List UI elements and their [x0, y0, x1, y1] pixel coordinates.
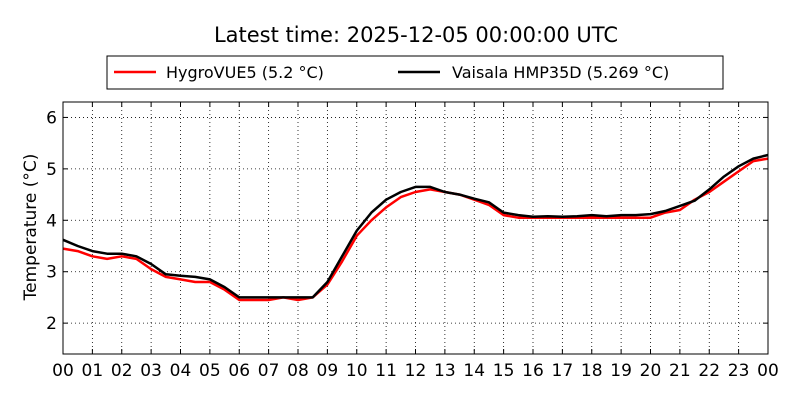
series-line-vaisala	[62, 153, 769, 299]
y-tick-label: 3	[46, 263, 57, 283]
y-tick-label: 6	[46, 108, 57, 128]
legend-label-hygrovue5: HygroVUE5 (5.2 °C)	[166, 63, 324, 82]
grid	[63, 102, 768, 354]
x-tick-label: 11	[375, 361, 397, 381]
x-tick-label: 18	[581, 361, 603, 381]
plot-area	[62, 101, 769, 355]
legend: HygroVUE5 (5.2 °C) Vaisala HMP35D (5.269…	[106, 55, 724, 90]
y-tick-label: 2	[46, 314, 57, 334]
x-tick-label: 04	[170, 361, 192, 381]
x-tick-label: 00	[757, 361, 779, 381]
x-tick-label: 20	[640, 361, 662, 381]
y-axis-label: Temperature (°C)	[21, 154, 41, 302]
x-tick-label: 09	[317, 361, 339, 381]
x-tick-label: 00	[52, 361, 74, 381]
chart-title: Latest time: 2025-12-05 00:00:00 UTC	[214, 23, 618, 47]
x-tick-label: 06	[228, 361, 250, 381]
x-tick-label: 01	[82, 361, 104, 381]
y-axis-ticks: 2 3 4 5 6	[46, 108, 768, 334]
x-tick-label: 16	[522, 361, 544, 381]
x-tick-label: 03	[140, 361, 162, 381]
x-tick-label: 23	[728, 361, 750, 381]
series-lines	[62, 153, 769, 302]
x-tick-label: 12	[405, 361, 427, 381]
x-tick-label: 19	[610, 361, 632, 381]
x-tick-label: 13	[434, 361, 456, 381]
x-tick-label: 10	[346, 361, 368, 381]
x-tick-label: 17	[552, 361, 574, 381]
x-tick-label: 08	[287, 361, 309, 381]
x-tick-label: 15	[493, 361, 515, 381]
x-tick-label: 02	[111, 361, 133, 381]
legend-label-vaisala: Vaisala HMP35D (5.269 °C)	[452, 63, 669, 82]
series-line-hygrovue5	[62, 157, 769, 302]
y-tick-label: 5	[46, 160, 57, 180]
x-tick-label: 22	[698, 361, 720, 381]
x-axis-ticks: 00 01 02 03 04 05 06 07 08 09 10 11 12 13 14 15 16 17 18 19…	[52, 102, 779, 381]
x-tick-label: 07	[258, 361, 280, 381]
x-tick-label: 05	[199, 361, 221, 381]
x-tick-label: 14	[463, 361, 485, 381]
x-tick-label: 21	[669, 361, 691, 381]
y-tick-label: 4	[46, 211, 57, 231]
